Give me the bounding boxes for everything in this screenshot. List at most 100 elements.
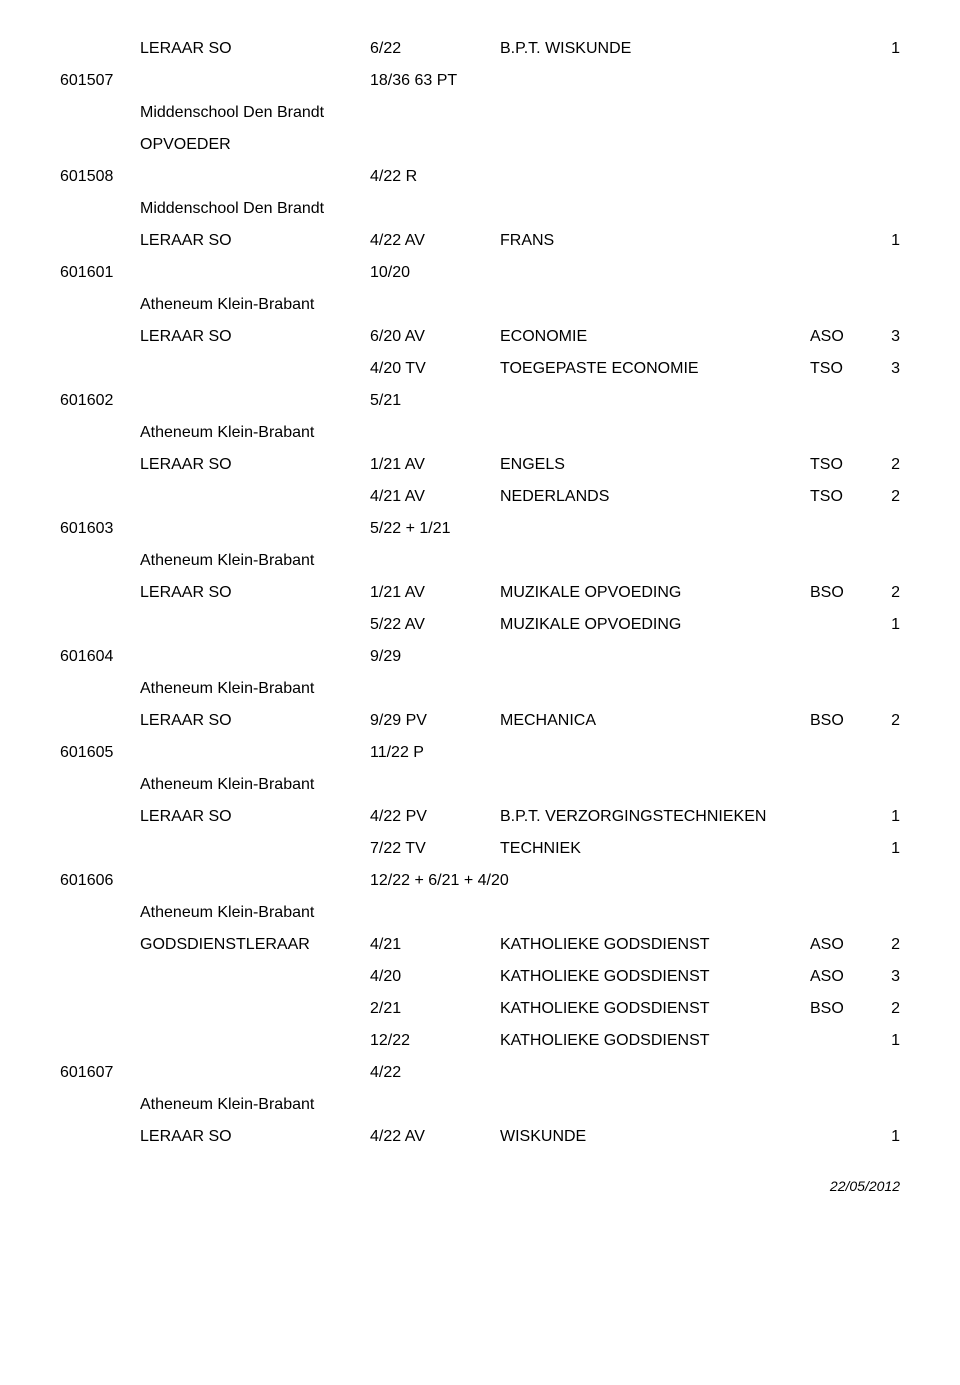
table-row: Atheneum Klein-Brabant: [60, 552, 900, 572]
grade: 1: [870, 840, 900, 858]
table-row: 601607 4/22: [60, 1064, 900, 1084]
document-content: LERAAR SO6/22B.P.T. WISKUNDE160150718/36…: [60, 40, 900, 1148]
grade: 2: [870, 712, 900, 730]
table-row: 601603 5/22 + 1/21: [60, 520, 900, 540]
grade: 1: [870, 616, 900, 634]
table-row: LERAAR SO4/22 PVB.P.T. VERZORGINGSTECHNI…: [60, 808, 900, 828]
entry-id: 601603: [60, 520, 140, 538]
footer-date: 22/05/2012: [60, 1178, 900, 1194]
role-label: LERAAR SO: [140, 40, 370, 58]
entry-id: 601601: [60, 264, 140, 282]
table-row: 601601 10/20: [60, 264, 900, 284]
track: ASO: [810, 328, 870, 346]
entry-id: 601607: [60, 1064, 140, 1082]
subject: KATHOLIEKE GODSDIENST: [500, 1000, 810, 1018]
subject: B.P.T. VERZORGINGSTECHNIEKEN: [500, 808, 810, 826]
role-label: Middenschool Den Brandt: [140, 104, 370, 122]
grade: 2: [870, 456, 900, 474]
table-row: 7/22 TVTECHNIEK 1: [60, 840, 900, 860]
entry-id: 601605: [60, 744, 140, 762]
table-row: Atheneum Klein-Brabant: [60, 296, 900, 316]
role-label: Atheneum Klein-Brabant: [140, 552, 370, 570]
hours: 12/22 + 6/21 + 4/20: [370, 872, 509, 890]
track: ASO: [810, 968, 870, 986]
table-row: Atheneum Klein-Brabant: [60, 776, 900, 796]
table-row: 601606 12/22 + 6/21 + 4/20: [60, 872, 900, 892]
subject: ECONOMIE: [500, 328, 810, 346]
table-row: GODSDIENSTLERAAR4/21KATHOLIEKE GODSDIENS…: [60, 936, 900, 956]
track: BSO: [810, 712, 870, 730]
hours: 4/22 AV: [370, 232, 500, 250]
hours: 4/22: [370, 1064, 401, 1082]
grade: 2: [870, 1000, 900, 1018]
track: TSO: [810, 360, 870, 378]
grade: 1: [870, 808, 900, 826]
table-row: LERAAR SO4/22 AVWISKUNDE1: [60, 1128, 900, 1148]
track: ASO: [810, 936, 870, 954]
hours: 1/21 AV: [370, 584, 500, 602]
table-row: OPVOEDER: [60, 136, 900, 156]
subject: ENGELS: [500, 456, 810, 474]
table-row: LERAAR SO1/21 AVENGELSTSO2: [60, 456, 900, 476]
hours: 4/20 TV: [370, 360, 500, 378]
grade: 1: [870, 1032, 900, 1050]
table-row: Atheneum Klein-Brabant: [60, 1096, 900, 1116]
role-label: LERAAR SO: [140, 584, 370, 602]
hours: 5/21: [370, 392, 401, 410]
subject: KATHOLIEKE GODSDIENST: [500, 968, 810, 986]
subject: KATHOLIEKE GODSDIENST: [500, 1032, 810, 1050]
hours: 4/22 PV: [370, 808, 500, 826]
hours: 9/29: [370, 648, 401, 666]
hours: 9/29 PV: [370, 712, 500, 730]
role-label: Atheneum Klein-Brabant: [140, 296, 370, 314]
track: TSO: [810, 456, 870, 474]
table-row: 60150718/36 63 PT: [60, 72, 900, 92]
table-row: Atheneum Klein-Brabant: [60, 904, 900, 924]
subject: FRANS: [500, 232, 810, 250]
table-row: 2/21KATHOLIEKE GODSDIENSTBSO2: [60, 1000, 900, 1020]
subject: NEDERLANDS: [500, 488, 810, 506]
entry-id: 601508: [60, 168, 140, 186]
track: TSO: [810, 488, 870, 506]
entry-id: 601602: [60, 392, 140, 410]
grade: 3: [870, 968, 900, 986]
table-row: 12/22KATHOLIEKE GODSDIENST1: [60, 1032, 900, 1052]
role-label: LERAAR SO: [140, 712, 370, 730]
grade: 2: [870, 488, 900, 506]
hours: 5/22 + 1/21: [370, 520, 451, 538]
role-label: LERAAR SO: [140, 328, 370, 346]
table-row: LERAAR SO4/22 AVFRANS1: [60, 232, 900, 252]
table-row: LERAAR SO9/29 PVMECHANICABSO2: [60, 712, 900, 732]
table-row: Atheneum Klein-Brabant: [60, 680, 900, 700]
entry-id: 601606: [60, 872, 140, 890]
grade: 1: [870, 232, 900, 250]
grade: 1: [870, 40, 900, 58]
table-row: LERAAR SO1/21 AVMUZIKALE OPVOEDINGBSO2: [60, 584, 900, 604]
hours: 6/20 AV: [370, 328, 500, 346]
hours: 4/20: [370, 968, 500, 986]
role-label: OPVOEDER: [140, 136, 370, 154]
hours: 6/22: [370, 40, 500, 58]
grade: 3: [870, 360, 900, 378]
role-label: LERAAR SO: [140, 1128, 370, 1146]
hours: 10/20: [370, 264, 410, 282]
hours: 4/21 AV: [370, 488, 500, 506]
hours: 4/22 R: [370, 168, 417, 186]
subject: MUZIKALE OPVOEDING: [500, 584, 810, 602]
hours: 1/21 AV: [370, 456, 500, 474]
subject: KATHOLIEKE GODSDIENST: [500, 936, 810, 954]
track: BSO: [810, 1000, 870, 1018]
entry-id: 601507: [60, 72, 140, 90]
subject: B.P.T. WISKUNDE: [500, 40, 810, 58]
hours: 7/22 TV: [370, 840, 500, 858]
subject: MUZIKALE OPVOEDING: [500, 616, 810, 634]
table-row: 601508 4/22 R: [60, 168, 900, 188]
subject: TECHNIEK: [500, 840, 810, 858]
hours: 11/22 P: [370, 744, 424, 762]
table-row: LERAAR SO6/20 AVECONOMIEASO3: [60, 328, 900, 348]
table-row: 601605 11/22 P: [60, 744, 900, 764]
table-row: 4/21 AVNEDERLANDSTSO2: [60, 488, 900, 508]
hours: 4/22 AV: [370, 1128, 500, 1146]
role-label: Atheneum Klein-Brabant: [140, 424, 370, 442]
table-row: 6016049/29: [60, 648, 900, 668]
